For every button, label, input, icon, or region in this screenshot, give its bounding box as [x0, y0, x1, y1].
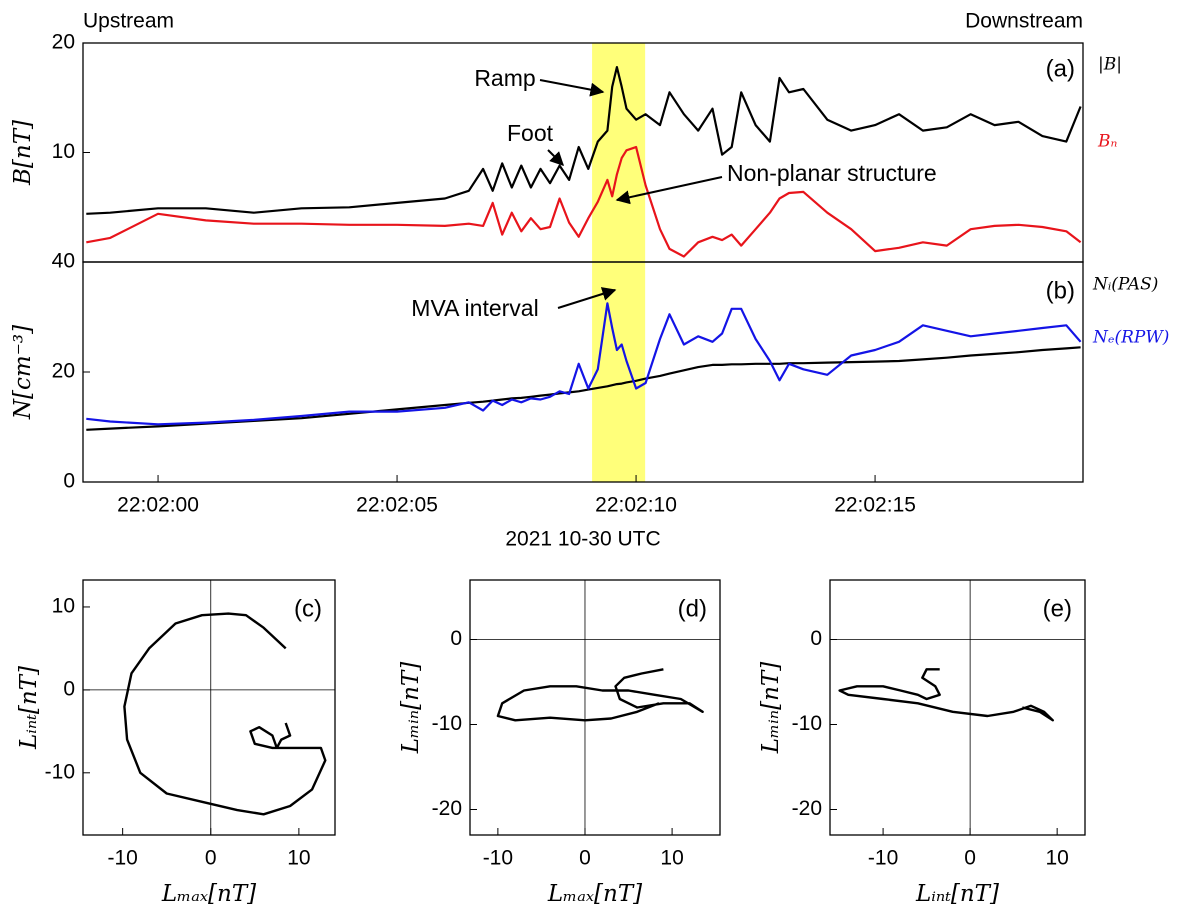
y-tick-label: -10 [45, 760, 75, 783]
panel-label: (a) [1046, 55, 1075, 82]
annotation-arrow [615, 176, 723, 205]
x-axis-label: Lₘₐₓ[nT] [161, 881, 256, 907]
legend-entry: Nᵢ(PAS) [1092, 275, 1158, 295]
series-line [86, 66, 1082, 215]
y-tick-label: -20 [792, 797, 822, 820]
upstream-label: Upstream [83, 10, 174, 33]
x-axis-label: Lₘₐₓ[nT] [547, 881, 642, 907]
x-tick-label: 10 [660, 847, 683, 870]
axes-frame [469, 579, 721, 836]
y-tick-label: -20 [432, 797, 462, 820]
y-tick-label: -10 [792, 712, 822, 735]
x-tick-label: 22:02:05 [356, 494, 438, 517]
x-tick-label: 0 [964, 847, 976, 870]
legend-entry: Nₑ(RPW) [1092, 328, 1169, 348]
x-axis-label: 2021 10-30 UTC [505, 528, 660, 551]
panel-label: (b) [1046, 277, 1075, 304]
x-axis-label: Lᵢₙₜ[nT] [915, 881, 999, 907]
x-tick-label: 22:02:00 [117, 494, 199, 517]
x-tick-label: 0 [205, 847, 217, 870]
y-tick-label: 0 [450, 627, 462, 650]
axes-frame [829, 579, 1086, 836]
hodogram-curve [838, 668, 1054, 722]
y-tick-label: 0 [63, 470, 75, 493]
annotation: Non-planar structure [727, 160, 937, 186]
annotation: Ramp [474, 65, 535, 91]
annotation: Foot [507, 120, 554, 146]
downstream-label: Downstream [965, 10, 1083, 33]
y-tick-label: 10 [52, 140, 75, 163]
axes-frame [82, 579, 336, 836]
series-line [86, 145, 1082, 258]
x-tick-label: -10 [107, 847, 137, 870]
axes-frame [82, 261, 1084, 483]
x-tick-label: 22:02:10 [595, 494, 677, 517]
legend-entry: Bₙ [1097, 132, 1117, 152]
hodogram-curve [496, 668, 704, 722]
hodogram-curve [123, 612, 327, 816]
y-tick-label: 20 [52, 360, 75, 383]
annotation-arrow [547, 149, 564, 166]
annotation-arrow [557, 287, 617, 309]
x-tick-label: 22:02:15 [834, 494, 916, 517]
series-line [86, 302, 1082, 426]
x-tick-label: 10 [1045, 847, 1068, 870]
legend-entry: |B| [1098, 55, 1122, 75]
panel-label: (e) [1043, 595, 1072, 622]
y-tick-label: -10 [432, 712, 462, 735]
y-axis-label: Lₘᵢₙ[nT] [758, 662, 784, 754]
x-tick-label: 10 [287, 847, 310, 870]
panel-label: (d) [678, 595, 707, 622]
panel-label: (c) [294, 595, 322, 622]
y-tick-label: 0 [63, 677, 75, 700]
y-tick-label: 10 [52, 594, 75, 617]
y-axis-label: B[nT] [10, 120, 36, 186]
y-tick-label: 20 [52, 31, 75, 54]
annotation-arrow [539, 79, 605, 97]
x-tick-label: -10 [868, 847, 898, 870]
y-axis-label: Lᵢₙₜ[nT] [16, 666, 42, 750]
x-tick-label: -10 [483, 847, 513, 870]
y-tick-label: 40 [52, 250, 75, 273]
y-axis-label: Lₘᵢₙ[nT] [398, 662, 424, 754]
y-axis-label: N[cm⁻³] [10, 325, 36, 420]
y-tick-label: 0 [810, 627, 822, 650]
annotation: MVA interval [411, 295, 538, 321]
x-tick-label: 0 [579, 847, 591, 870]
series-line [86, 346, 1081, 431]
